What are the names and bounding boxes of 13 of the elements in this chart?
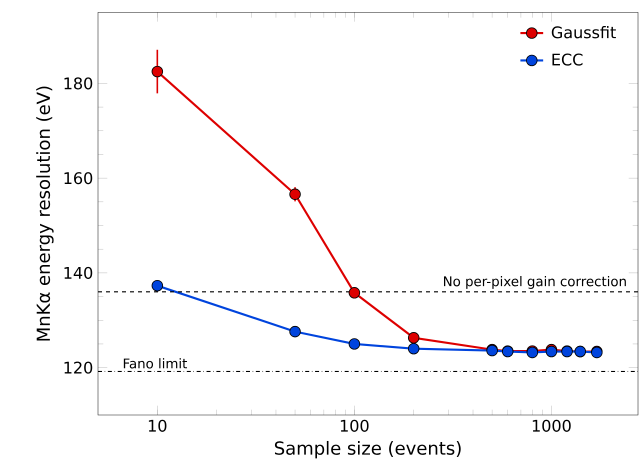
- y-tick-label: 120: [64, 362, 92, 374]
- ref-line-label: Fano limit: [124, 358, 188, 368]
- x-tick-label: 100: [340, 420, 369, 432]
- x-tick-label: 10: [148, 420, 166, 432]
- x-axis-title: Sample size (events): [274, 440, 461, 458]
- y-tick-label: 180: [64, 77, 92, 90]
- x-tick-label: 1000: [532, 420, 571, 432]
- ref-line-label: No per-pixel gain correction: [444, 276, 626, 289]
- y-axis-title: MnKα energy resolution (eV): [36, 86, 54, 341]
- y-tick-label: 140: [64, 266, 92, 279]
- y-tick-label: 160: [64, 172, 92, 184]
- legend-label: ECC: [552, 53, 582, 66]
- legend-label: Gaussfit: [552, 26, 616, 38]
